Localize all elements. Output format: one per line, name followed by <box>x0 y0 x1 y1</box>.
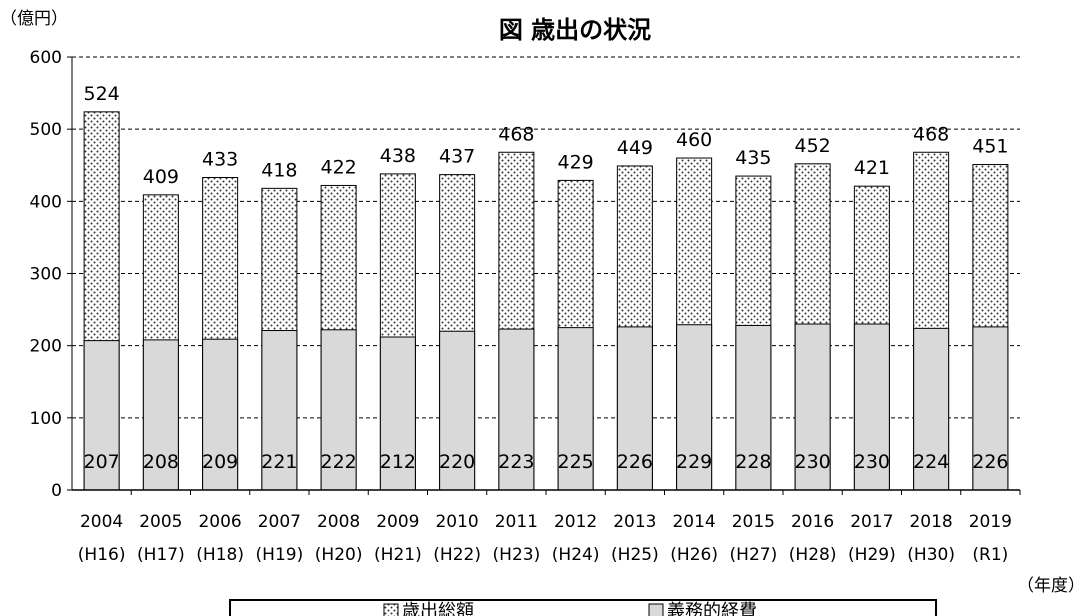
y-tick-label: 0 <box>51 481 62 501</box>
data-label-mandatory: 212 <box>380 451 416 473</box>
legend-box <box>229 599 937 616</box>
chart-title: 図 歳出の状況 <box>499 16 651 44</box>
data-label-mandatory: 222 <box>320 451 356 473</box>
data-label-total: 451 <box>972 136 1008 158</box>
x-tick-label-year: 2009 <box>376 512 419 532</box>
bar-mandatory <box>853 323 890 491</box>
data-label-mandatory: 221 <box>261 451 297 473</box>
x-tick-label-year: 2012 <box>554 512 597 532</box>
data-label-total: 452 <box>794 135 830 157</box>
x-tick-label-era: (H26) <box>670 545 718 565</box>
data-label-total: 524 <box>83 83 119 105</box>
x-tick-label-era: (H27) <box>730 545 778 565</box>
data-label-mandatory: 228 <box>735 451 771 473</box>
x-tick-label-year: 2017 <box>850 512 893 532</box>
data-label-mandatory: 230 <box>794 451 830 473</box>
data-label-total: 460 <box>676 129 712 151</box>
x-tick-label-era: (H28) <box>789 545 837 565</box>
data-label-total: 418 <box>261 159 297 181</box>
x-tick-label-year: 2016 <box>791 512 834 532</box>
y-tick-label: 100 <box>30 409 62 429</box>
data-label-total: 435 <box>735 147 771 169</box>
x-tick-label-year: 2019 <box>969 512 1012 532</box>
bar-mandatory <box>320 329 357 491</box>
x-tick-label-era: (H23) <box>493 545 541 565</box>
data-label-mandatory: 223 <box>498 451 534 473</box>
data-label-total: 468 <box>498 123 534 145</box>
legend-swatch-mandatory <box>648 603 664 616</box>
legend: 歳出総額 義務的経費 <box>229 599 937 616</box>
bar-mandatory <box>83 340 120 491</box>
bar-mandatory <box>972 326 1009 491</box>
y-tick-label: 200 <box>30 337 62 357</box>
y-axis-label: （億円） <box>0 9 68 29</box>
x-tick-label-year: 2007 <box>258 512 301 532</box>
data-label-total: 468 <box>913 123 949 145</box>
data-label-total: 433 <box>202 149 238 171</box>
bar-mandatory <box>202 338 239 491</box>
x-tick-label-year: 2018 <box>909 512 952 532</box>
x-tick-label-year: 2005 <box>139 512 182 532</box>
data-label-mandatory: 207 <box>83 451 119 473</box>
x-tick-label-era: (H24) <box>552 545 600 565</box>
x-tick-label-year: 2014 <box>672 512 715 532</box>
x-tick-label-year: 2010 <box>435 512 478 532</box>
data-label-mandatory: 230 <box>854 451 890 473</box>
data-labels: 524 207 409 208 433 209 418 221 422 222 438 212 437 2… <box>83 83 1008 473</box>
y-tick-label: 400 <box>30 192 62 212</box>
bar-mandatory <box>142 339 179 491</box>
data-label-mandatory: 208 <box>143 451 179 473</box>
y-tick-label: 300 <box>30 265 62 285</box>
x-tick-label-era: (H19) <box>256 545 304 565</box>
bar-mandatory <box>498 328 535 491</box>
bar-mandatory <box>913 327 950 491</box>
x-tick-label-era: (H18) <box>196 545 244 565</box>
y-tick-label: 600 <box>30 48 62 68</box>
data-label-mandatory: 220 <box>439 451 475 473</box>
x-tick-label-era: (H22) <box>433 545 481 565</box>
x-tick-label-year: 2004 <box>80 512 123 532</box>
x-tick-label-year: 2013 <box>613 512 656 532</box>
y-axis-ticks: 0 100 200 300 400 500 600 <box>30 48 72 501</box>
x-tick-label-era: (R1) <box>972 545 1008 565</box>
data-label-total: 409 <box>143 166 179 188</box>
data-label-mandatory: 224 <box>913 451 949 473</box>
x-tick-label-era: (H30) <box>907 545 955 565</box>
data-label-mandatory: 226 <box>617 451 653 473</box>
data-label-mandatory: 209 <box>202 451 238 473</box>
x-tick-label-era: (H29) <box>848 545 896 565</box>
x-tick-label-year: 2006 <box>198 512 241 532</box>
x-axis: 2004 (H16) 2005 (H17) 2006 (H18) 2007 (H19) 2008… <box>71 57 1021 565</box>
x-tick-label-year: 2011 <box>495 512 538 532</box>
legend-label-total: 歳出総額 <box>402 601 474 616</box>
data-label-total: 437 <box>439 146 475 168</box>
bar-mandatory <box>439 330 476 491</box>
x-tick-label-era: (H25) <box>611 545 659 565</box>
x-tick-label-era: (H17) <box>137 545 185 565</box>
x-tick-label-year: 2015 <box>732 512 775 532</box>
data-label-mandatory: 225 <box>557 451 593 473</box>
x-tick-label-era: (H16) <box>78 545 126 565</box>
data-label-mandatory: 226 <box>972 451 1008 473</box>
data-label-total: 422 <box>320 156 356 178</box>
data-label-total: 429 <box>557 151 593 173</box>
bar-mandatory <box>379 336 416 491</box>
bar-mandatory <box>557 327 594 491</box>
legend-label-mandatory: 義務的経費 <box>667 601 757 616</box>
data-label-total: 438 <box>380 145 416 167</box>
y-tick-label: 500 <box>30 120 62 140</box>
bar-mandatory <box>261 330 298 491</box>
legend-swatch-total <box>383 603 399 616</box>
x-tick-label-year: 2008 <box>317 512 360 532</box>
data-label-mandatory: 229 <box>676 451 712 473</box>
x-tick-label-era: (H20) <box>315 545 363 565</box>
bars <box>83 111 1009 491</box>
data-label-total: 421 <box>854 157 890 179</box>
data-label-total: 449 <box>617 137 653 159</box>
x-tick-label-era: (H21) <box>374 545 422 565</box>
x-axis-unit-label: （年度） <box>1017 576 1085 596</box>
